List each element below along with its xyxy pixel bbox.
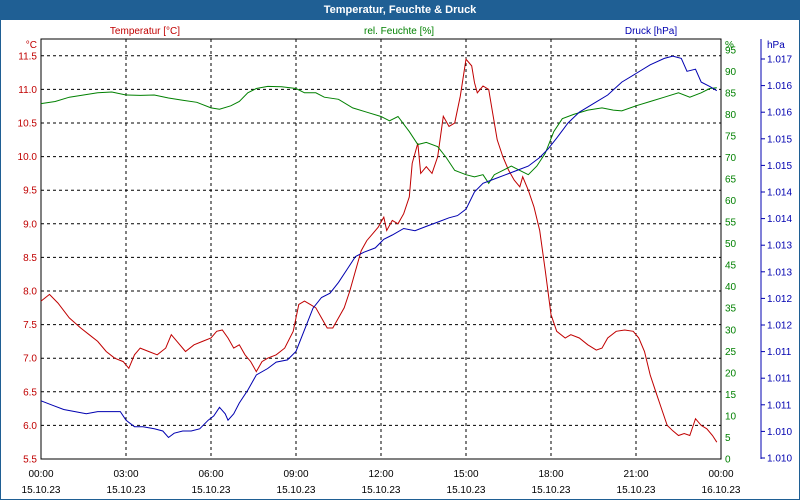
humidity-unit: %	[725, 40, 734, 51]
x-tick-time: 18:00	[538, 469, 563, 480]
humidity-tick-label: 40	[725, 282, 737, 293]
x-tick-date: 15.10.23	[277, 485, 316, 496]
temperature-tick-label: 5.5	[23, 455, 37, 466]
x-tick-time: 03:00	[113, 469, 138, 480]
pressure-tick-label: 1.014	[767, 188, 792, 199]
temperature-tick-label: 10.5	[18, 119, 38, 130]
humidity-tick-label: 15	[725, 390, 737, 401]
x-tick-time: 09:00	[283, 469, 308, 480]
x-tick-time: 15:00	[453, 469, 478, 480]
pressure-tick-label: 1.015	[767, 161, 792, 172]
humidity-tick-label: 55	[725, 218, 737, 229]
temperature-tick-label: 6.5	[23, 387, 37, 398]
humidity-tick-label: 85	[725, 88, 737, 99]
x-tick-date: 15.10.23	[192, 485, 231, 496]
humidity-tick-label: 20	[725, 368, 737, 379]
humidity-tick-label: 5	[725, 433, 731, 444]
humidity-tick-label: 35	[725, 304, 737, 315]
temperature-tick-label: 10.0	[18, 152, 38, 163]
series-line-pressure	[40, 55, 718, 439]
pressure-tick-label: 1.010	[767, 454, 792, 465]
pressure-tick-label: 1.011	[767, 400, 792, 411]
x-tick-time: 00:00	[708, 469, 733, 480]
temperature-axis-label: Temperatur [°C]	[110, 26, 180, 37]
pressure-tick-label: 1.013	[767, 267, 792, 278]
pressure-tick-label: 1.010	[767, 427, 792, 438]
humidity-tick-label: 80	[725, 110, 737, 121]
pressure-tick-label: 1.012	[767, 321, 792, 332]
pressure-tick-label: 1.012	[767, 294, 792, 305]
humidity-tick-label: 50	[725, 239, 737, 250]
x-tick-date: 16.10.23	[702, 485, 741, 496]
humidity-tick-label: 70	[725, 153, 737, 164]
x-tick-date: 15.10.23	[617, 485, 656, 496]
temperature-tick-label: 6.0	[23, 421, 37, 432]
x-tick-time: 12:00	[368, 469, 393, 480]
series-line-humidity	[40, 85, 717, 185]
pressure-tick-label: 1.016	[767, 81, 792, 92]
pressure-tick-label: 1.013	[767, 241, 792, 252]
x-tick-date: 15.10.23	[447, 485, 486, 496]
x-tick-date: 15.10.23	[362, 485, 401, 496]
temperature-tick-label: 8.0	[23, 287, 37, 298]
humidity-tick-label: 30	[725, 325, 737, 336]
temperature-tick-label: 9.5	[23, 186, 37, 197]
temperature-unit: °C	[26, 40, 37, 51]
temperature-tick-label: 9.0	[23, 219, 37, 230]
pressure-tick-label: 1.017	[767, 55, 792, 66]
pressure-unit: hPa	[767, 40, 785, 51]
humidity-tick-label: 60	[725, 196, 737, 207]
humidity-tick-label: 95	[725, 45, 737, 56]
x-tick-time: 21:00	[623, 469, 648, 480]
humidity-tick-label: 90	[725, 67, 737, 78]
chart-title: Temperatur, Feuchte & Druck	[1, 1, 799, 20]
x-tick-time: 00:00	[28, 469, 53, 480]
pressure-tick-label: 1.014	[767, 214, 792, 225]
pressure-tick-label: 1.015	[767, 134, 792, 145]
humidity-tick-label: 10	[725, 411, 737, 422]
x-tick-time: 06:00	[198, 469, 223, 480]
pressure-tick-label: 1.016	[767, 108, 792, 119]
temperature-tick-label: 7.0	[23, 354, 37, 365]
humidity-axis-label: rel. Feuchte [%]	[364, 26, 434, 37]
temperature-tick-label: 7.5	[23, 320, 37, 331]
x-tick-date: 15.10.23	[22, 485, 61, 496]
pressure-axis-label: Druck [hPa]	[625, 26, 677, 37]
pressure-tick-label: 1.011	[767, 347, 792, 358]
humidity-tick-label: 0	[725, 455, 731, 466]
temperature-tick-label: 11.0	[18, 85, 37, 96]
x-tick-date: 15.10.23	[107, 485, 146, 496]
temperature-tick-label: 8.5	[23, 253, 37, 264]
humidity-tick-label: 75	[725, 131, 737, 142]
pressure-tick-label: 1.011	[767, 374, 792, 385]
humidity-tick-label: 25	[725, 347, 737, 358]
x-tick-date: 15.10.23	[532, 485, 571, 496]
humidity-tick-label: 65	[725, 175, 737, 186]
temperature-tick-label: 11.5	[18, 51, 37, 62]
series-line-temperature	[40, 58, 718, 443]
humidity-tick-label: 45	[725, 261, 737, 272]
